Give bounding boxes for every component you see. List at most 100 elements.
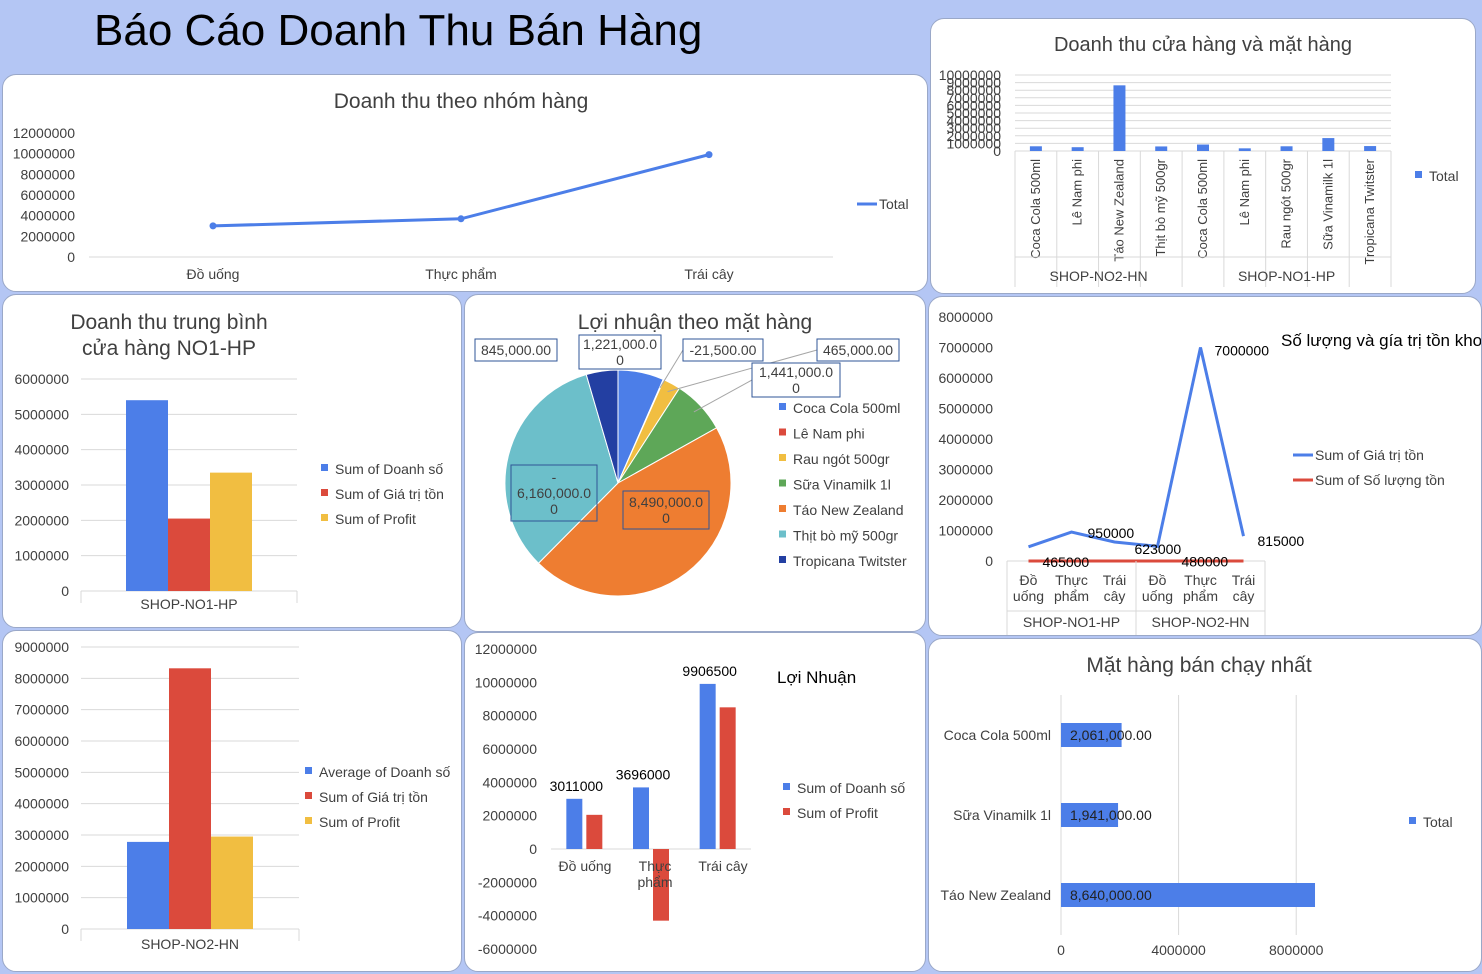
y-tick-label: Sữa Vinamilk 1l (953, 807, 1051, 823)
legend-item: Sum of Số lượng tồn (1315, 472, 1445, 488)
legend-item-swatch (779, 479, 786, 487)
x-tick-label: uống (1142, 588, 1173, 604)
chart-profit-by-item[interactable]: Lợi nhuận theo mặt hàng 1,221,000.0 0 -21,5… (464, 294, 926, 632)
data-label: 815000 (1258, 533, 1305, 549)
series-line (1028, 347, 1245, 549)
chart-inventory[interactable]: Số lượng và gía trị tồn kho 0 1000000 20000… (928, 296, 1482, 636)
legend-item-swatch (1415, 171, 1422, 178)
y-tick-label: 1000000 (946, 135, 1001, 151)
y-tick-label: 2000000 (946, 128, 1001, 144)
chart-best-sellers[interactable]: Mặt hàng bán chạy nhất 0 4000000 8000000 2,0… (928, 638, 1482, 972)
y-tick-label: 2000000 (14, 512, 69, 528)
chart-title: Mặt hàng bán chạy nhất (1086, 654, 1311, 677)
y-tick-label: 4000000 (482, 774, 537, 790)
data-label-box (578, 334, 662, 370)
legend-item-swatch (305, 767, 312, 774)
legend-item-swatch (779, 530, 786, 538)
y-tick-label: 0 (993, 143, 1001, 159)
legend-item: Sum of Doanh số (335, 461, 443, 477)
data-label-box (816, 338, 900, 362)
bar-chart-profit: Lợi Nhuận -6000000 -4000000 -2000000 0 200000… (475, 641, 906, 957)
legend-item: Thịt bò mỹ 500gr (793, 528, 898, 544)
bar-chart-revenue-store-item: Doanh thu cửa hàng và mặt hàng 0100000020… (939, 34, 1459, 287)
chart-profit[interactable]: Lợi Nhuận -6000000 -4000000 -2000000 0 200000… (464, 632, 926, 972)
y-tick-label: 10000000 (13, 146, 76, 162)
bar (586, 814, 603, 849)
y-tick-label: -4000000 (478, 908, 537, 924)
y-tick-label: 1000000 (14, 548, 69, 564)
bar (168, 518, 210, 591)
legend-item: Sum of Giá trị tồn (319, 789, 428, 805)
legend-item-swatch (305, 792, 312, 799)
bar (169, 668, 211, 929)
y-tick-label: 9000000 (14, 639, 69, 655)
group-label: SHOP-NO2-HN (1050, 268, 1148, 284)
bar (126, 400, 168, 591)
legend-item-swatch (305, 817, 312, 824)
bar (1197, 144, 1209, 151)
legend-item-swatch (779, 454, 786, 461)
data-label: 465000 (1043, 554, 1090, 570)
y-tick-label: 2000000 (14, 858, 69, 874)
y-tick-label: 0 (61, 583, 69, 599)
y-tick-label: 3000000 (14, 827, 69, 843)
y-tick-label: 3000000 (938, 462, 993, 478)
x-tick-label: cây (1233, 588, 1255, 604)
bar (1238, 148, 1251, 151)
y-tick-label: 1000000 (938, 523, 993, 539)
y-tick-label: 8000000 (20, 166, 75, 182)
data-point (705, 151, 713, 159)
x-tick-label: Thực (639, 858, 672, 874)
y-tick-label: 8000000 (14, 670, 69, 686)
y-tick-label: Coca Cola 500ml (944, 727, 1051, 743)
chart-title: Doanh thu theo nhóm hàng (334, 90, 589, 113)
x-tick-label: SHOP-NO1-HP (140, 596, 237, 612)
y-tick-label: 10000000 (475, 674, 538, 690)
chart-title: Lợi Nhuận (777, 668, 856, 687)
x-tick-label: Rau ngót 500gr (1279, 158, 1294, 248)
bar (1322, 138, 1335, 151)
bar (1061, 803, 1119, 827)
chart-revenue-by-group[interactable]: Doanh thu theo nhóm hàng 0 2000000 4000000 6… (2, 74, 928, 292)
y-tick-label: 8000000 (946, 82, 1001, 98)
legend-item: Sum of Giá trị tồn (335, 486, 444, 502)
x-tick-label: Lê Nam phi (1070, 159, 1085, 226)
data-label: -21,500.00 (690, 342, 757, 358)
chart-avg-revenue-no1[interactable]: Doanh thu trung bình cửa hàng NO1-HP 0 1000… (2, 294, 462, 628)
x-tick-label: Trái (1232, 572, 1256, 588)
x-tick-label: 8000000 (1269, 942, 1324, 958)
chart-title: Số lượng và gía trị tồn kho (1281, 331, 1481, 350)
data-label: 623000 (1135, 541, 1182, 557)
x-tick-label: Đồ uống (559, 858, 612, 874)
x-tick-label: Trái cây (684, 266, 733, 282)
y-tick-label: 6000000 (482, 741, 537, 757)
data-label-box (622, 490, 710, 530)
y-tick-label: 6000000 (20, 187, 75, 203)
bar (210, 472, 252, 591)
data-label: 1,441,000.0 (759, 364, 833, 380)
data-point (209, 222, 217, 230)
chart-no2-hn[interactable]: 0 1000000 2000000 3000000 4000000 5000000 6000… (2, 630, 462, 972)
chart-revenue-store-item[interactable]: Doanh thu cửa hàng và mặt hàng 0 1000000 20… (930, 18, 1476, 294)
y-tick-label: 6000000 (14, 733, 69, 749)
x-tick-label: Trái (1103, 572, 1127, 588)
legend-item: Tropicana Twitster (793, 553, 907, 569)
x-tick-label: Coca Cola 500ml (1195, 159, 1210, 259)
y-tick-label: 0 (529, 841, 537, 857)
legend-item: Lê Nam phi (793, 426, 865, 442)
data-label: 8,640,000.00 (1070, 887, 1152, 903)
data-label: 7000000 (1215, 343, 1270, 359)
bar (719, 707, 736, 849)
data-label-box (682, 338, 764, 362)
x-tick-label: phẩm (637, 874, 672, 890)
x-tick-label: Đồ (1149, 572, 1167, 588)
y-tick-label: -2000000 (478, 874, 537, 890)
y-tick-label: 1000000 (14, 890, 69, 906)
legend-item: Total (1423, 814, 1453, 830)
legend-item: Total (879, 196, 909, 212)
y-tick-label: 0 (67, 249, 75, 265)
chart-title: Doanh thu trung bình (70, 311, 267, 334)
bar-chart-best-sellers: Mặt hàng bán chạy nhất 0 4000000 8000000 2,0… (940, 654, 1453, 958)
data-label: 845,000.00 (481, 342, 551, 358)
y-tick-label: 7000000 (938, 340, 993, 356)
